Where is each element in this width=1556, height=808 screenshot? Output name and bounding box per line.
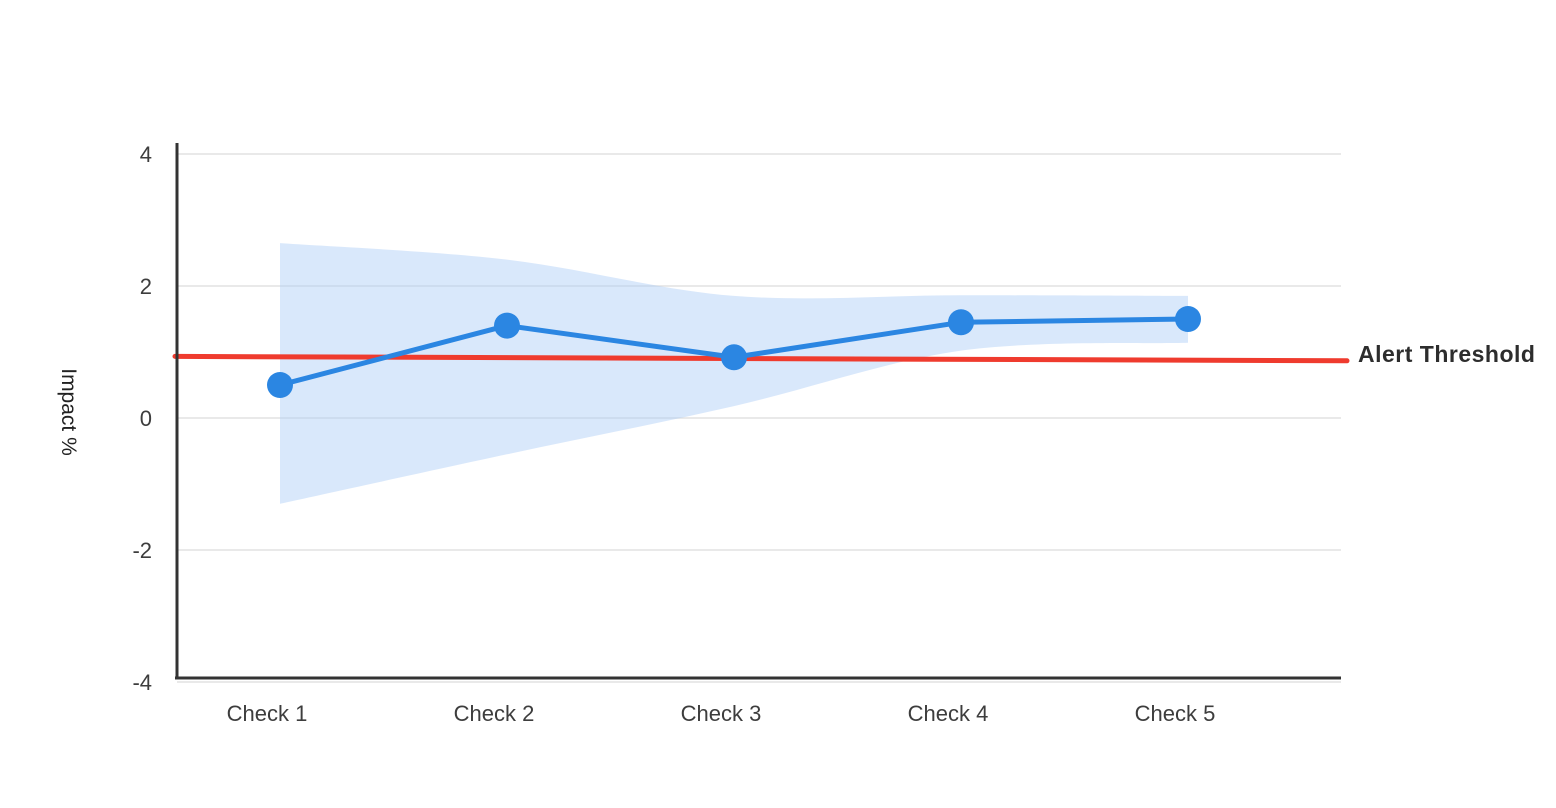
y-tick-label-4: 4 xyxy=(140,142,152,167)
y-axis-title: Impact % xyxy=(57,368,80,456)
x-tick-label-check-3: Check 3 xyxy=(681,701,762,726)
x-tick-label-check-5: Check 5 xyxy=(1135,701,1216,726)
data-point-check-5[interactable] xyxy=(1175,306,1201,332)
alert-threshold-label: Alert Threshold xyxy=(1358,341,1535,367)
y-tick-label--2: -2 xyxy=(132,538,152,563)
x-tick-label-check-2: Check 2 xyxy=(454,701,535,726)
y-tick-label-2: 2 xyxy=(140,274,152,299)
data-point-check-2[interactable] xyxy=(494,312,520,339)
x-tick-label-check-1: Check 1 xyxy=(227,701,308,726)
y-tick-label--4: -4 xyxy=(132,670,152,695)
x-tick-label-check-4: Check 4 xyxy=(908,701,989,726)
alert-threshold-line xyxy=(172,353,1350,364)
y-tick-label-0: 0 xyxy=(140,406,152,431)
data-point-check-3[interactable] xyxy=(721,344,747,371)
data-point-check-1[interactable] xyxy=(267,372,293,398)
data-point-check-4[interactable] xyxy=(948,309,974,336)
confidence-band-area xyxy=(280,243,1188,504)
